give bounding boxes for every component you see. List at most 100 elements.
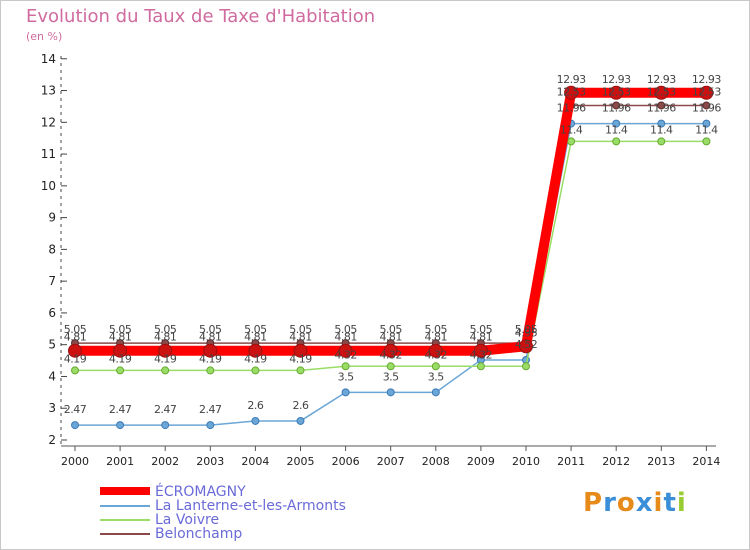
data-point [657, 137, 666, 146]
data-point [431, 362, 440, 371]
data-label: 4.19 [64, 352, 87, 365]
x-tick-label: 2012 [602, 455, 630, 468]
data-label: 12.93 [602, 73, 631, 86]
data-label: 11.96 [647, 102, 676, 115]
data-label: 12.53 [692, 85, 721, 98]
x-tick-label: 2014 [692, 455, 720, 468]
data-label: 11.4 [695, 123, 718, 136]
chart-title: Evolution du Taux de Taxe d'Habitation [26, 6, 376, 27]
y-tick-label: 4 [48, 369, 56, 383]
data-point [203, 343, 218, 358]
data-label: 4.19 [154, 352, 177, 365]
data-label: 11.96 [602, 102, 631, 115]
data-point [522, 362, 530, 371]
data-label: 12.93 [557, 73, 586, 86]
data-point [161, 366, 170, 375]
legend-swatch-belonchamp [100, 533, 150, 535]
data-label: 4.81 [244, 331, 267, 344]
data-label: 4.32 [379, 348, 402, 361]
data-label: 3.5 [338, 370, 354, 383]
data-label: 5.05 [470, 323, 493, 336]
legend-swatch-ecromagny [100, 487, 150, 495]
data-label: 2.6 [247, 399, 263, 412]
data-label: 4.81 [470, 331, 493, 344]
y-tick-label: 5 [48, 338, 56, 352]
data-label: 4.81 [425, 331, 448, 344]
data-label: 4.19 [109, 352, 132, 365]
x-tick-label: 2001 [106, 455, 134, 468]
logo-letter: o [616, 488, 636, 518]
data-point [654, 85, 669, 100]
legend-swatch-la-voivre [100, 519, 150, 521]
data-point [519, 339, 533, 354]
data-label: 5.05 [515, 323, 538, 336]
data-point [206, 366, 215, 375]
data-point [702, 137, 711, 146]
data-label: 12.53 [602, 85, 631, 98]
data-label: 5.05 [289, 323, 312, 336]
data-label: 4.32 [425, 348, 448, 361]
data-label: 11.4 [560, 123, 583, 136]
legend-label-belonchamp: Belonchamp [155, 526, 243, 542]
data-point [702, 119, 711, 128]
data-point [386, 362, 395, 371]
y-tick-label: 6 [48, 306, 56, 320]
data-label: 4.95 [515, 326, 538, 339]
data-point [251, 416, 260, 425]
data-label: 4.32 [334, 348, 357, 361]
data-label: 2.6 [293, 399, 309, 412]
data-label: 4.81 [334, 331, 357, 344]
data-point [71, 366, 79, 375]
data-point [612, 137, 621, 146]
data-point [473, 343, 488, 358]
logo-letter: P [583, 488, 604, 518]
data-label: 5.05 [154, 323, 177, 336]
x-tick-label: 2000 [61, 455, 89, 468]
data-label: 3.5 [383, 370, 399, 383]
data-point [383, 343, 398, 358]
x-tick-label: 2008 [422, 455, 450, 468]
data-label: 12.93 [647, 73, 676, 86]
data-label: 11.4 [650, 123, 673, 136]
data-point [248, 343, 263, 358]
legend-swatch-la-lanterne [100, 505, 150, 507]
data-label: 5.05 [64, 323, 87, 336]
y-tick-label: 8 [48, 242, 56, 256]
y-tick-label: 9 [48, 211, 56, 225]
data-point [71, 421, 79, 430]
data-point [293, 343, 308, 358]
logo-letter: t [663, 488, 677, 518]
data-label: 4.81 [109, 331, 132, 344]
x-tick-label: 2010 [512, 455, 540, 468]
proxiti-logo: Proxiti [583, 488, 687, 518]
data-point [341, 362, 350, 371]
data-label: 4.81 [64, 331, 87, 344]
data-point [341, 388, 350, 397]
data-label: 4.81 [199, 331, 222, 344]
data-label: 5.05 [244, 323, 267, 336]
data-label: 12.93 [692, 73, 721, 86]
data-label: 2.47 [109, 403, 132, 416]
x-tick-label: 2002 [151, 455, 179, 468]
data-label: 4.19 [199, 352, 222, 365]
data-point [296, 366, 305, 375]
data-point [338, 343, 353, 358]
chart-subtitle: (en %) [26, 30, 63, 43]
logo-letter: x [635, 488, 654, 518]
data-point [612, 119, 621, 128]
data-point [251, 366, 260, 375]
data-label: 4.19 [289, 352, 312, 365]
y-tick-label: 14 [41, 52, 56, 66]
x-tick-label: 2013 [647, 455, 675, 468]
data-point [296, 416, 305, 425]
data-point [158, 343, 173, 358]
x-tick-label: 2006 [332, 455, 360, 468]
y-tick-label: 2 [48, 433, 56, 447]
data-label: 4.52 [515, 338, 538, 351]
data-point [161, 421, 170, 430]
data-point [657, 119, 666, 128]
legend-label-la-lanterne: La Lanterne-et-les-Armonts [155, 498, 346, 514]
data-point [116, 366, 125, 375]
y-tick-label: 12 [41, 115, 56, 129]
data-label: 12.53 [557, 85, 586, 98]
